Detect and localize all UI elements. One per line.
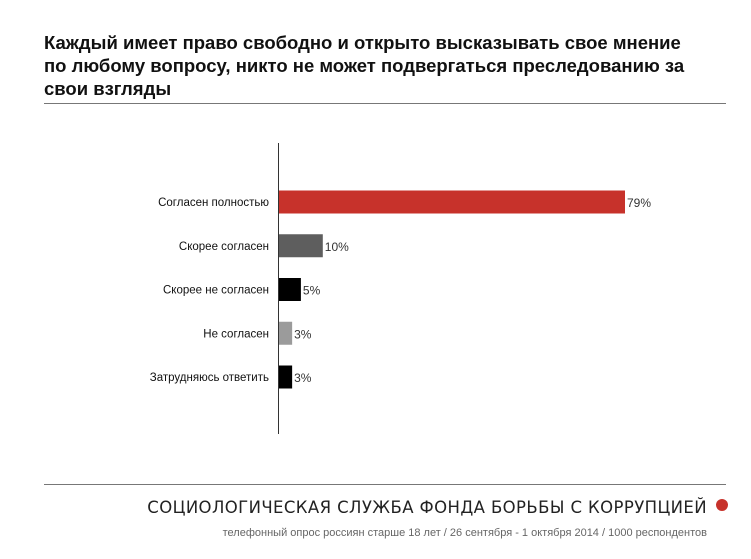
chart-title: Каждый имеет право свободно и открыто вы…	[44, 32, 685, 99]
bar	[279, 365, 293, 389]
category-label: Не согласен	[203, 328, 269, 340]
bar	[279, 234, 323, 258]
value-label: 79%	[627, 196, 651, 210]
bar	[279, 321, 293, 345]
survey-info: телефонный опрос россиян старше 18 лет /…	[222, 527, 707, 539]
category-label: Согласен полностью	[158, 197, 269, 209]
organization-name: СОЦИОЛОГИЧЕСКАЯ СЛУЖБА ФОНДА БОРЬБЫ С КО…	[147, 498, 707, 517]
value-label: 10%	[325, 240, 349, 254]
value-label: 3%	[294, 327, 312, 341]
footer-divider	[44, 484, 726, 485]
title-divider	[44, 103, 726, 104]
brand-dot-icon	[716, 499, 728, 511]
bar	[279, 190, 625, 214]
category-label: Затрудняюсь ответить	[150, 372, 269, 384]
value-label: 5%	[303, 284, 321, 298]
category-label: Скорее не согласен	[163, 285, 269, 297]
value-label: 3%	[294, 371, 312, 385]
bar	[279, 278, 301, 301]
category-label: Скорее согласен	[179, 241, 269, 253]
